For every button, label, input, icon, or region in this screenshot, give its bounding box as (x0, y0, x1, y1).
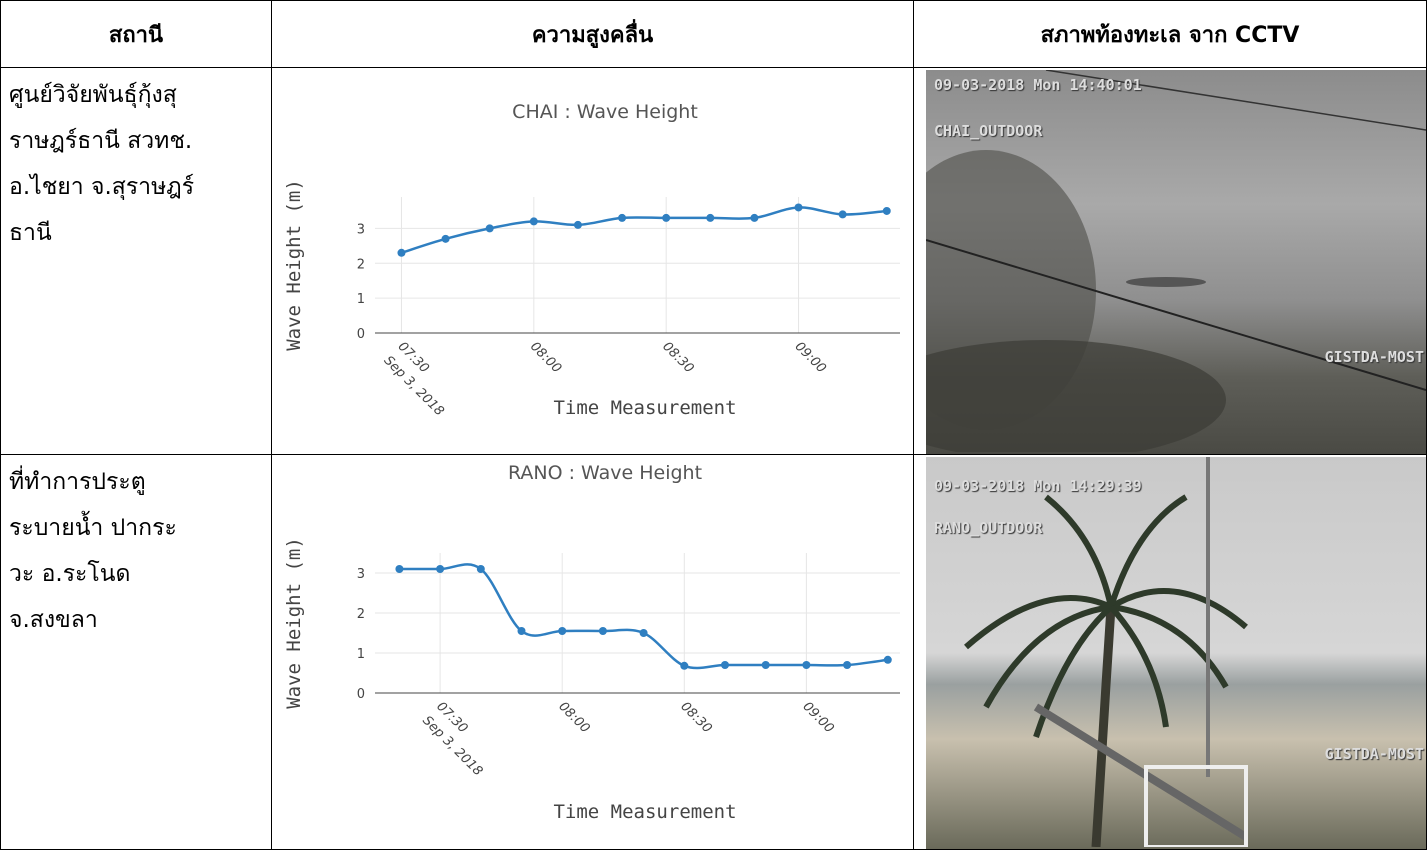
y-tick-label: 0 (357, 687, 365, 702)
data-point (395, 565, 403, 573)
data-point (486, 224, 494, 232)
station-line: อ.ไชยา จ.สุราษฎร์ (9, 164, 271, 210)
y-axis-label: Wave Height (m) (283, 537, 305, 709)
station-cell: ศูนย์วิจัยพันธุ์กุ้งสุราษฎร์ธานี สวทช.อ.… (1, 68, 272, 455)
data-point (802, 661, 810, 669)
chart-title: CHAI : Wave Height (512, 101, 698, 123)
data-point (618, 214, 626, 222)
station-line: ที่ทำการประตู (9, 459, 271, 505)
y-tick-label: 3 (357, 567, 365, 582)
data-point (839, 210, 847, 218)
data-point (442, 235, 450, 243)
header-cell: สภาพท้องทะเล จาก CCTV (914, 1, 1427, 68)
header-row: สถานี ความสูงคลื่น สภาพท้องทะเล จาก CCTV (1, 1, 1427, 68)
y-tick-label: 1 (357, 292, 365, 307)
y-tick-label: 2 (357, 257, 365, 272)
cctv-image: 09-03-2018 Mon 14:40:01 CHAI_OUTDOOR GIS… (926, 70, 1426, 454)
x-axis-label: Time Measurement (553, 397, 736, 419)
x-axis-label: Time Measurement (553, 801, 736, 823)
data-point (397, 249, 405, 257)
data-point (477, 565, 485, 573)
y-tick-label: 1 (357, 647, 365, 662)
data-point (680, 662, 688, 670)
data-point (843, 661, 851, 669)
cctv-cell: 09-03-2018 Mon 14:40:01 CHAI_OUTDOOR GIS… (914, 68, 1427, 455)
y-axis-label: Wave Height (m) (283, 179, 305, 351)
y-tick-label: 2 (357, 607, 365, 622)
data-point (599, 627, 607, 635)
data-point (558, 627, 566, 635)
cctv-timestamp: 09-03-2018 Mon 14:29:39 (934, 477, 1142, 495)
x-tick-label: 08:30 (659, 339, 696, 376)
data-point (530, 217, 538, 225)
cctv-camera: RANO_OUTDOOR (934, 519, 1042, 537)
data-point (706, 214, 714, 222)
station-line: วะ อ.ระโนด (9, 551, 271, 597)
station-table: สถานี ความสูงคลื่น สภาพท้องทะเล จาก CCTV… (0, 0, 1427, 850)
data-point (762, 661, 770, 669)
data-point (436, 565, 444, 573)
station-line: ราษฎร์ธานี สวทช. (9, 118, 271, 164)
data-point (640, 629, 648, 637)
data-point (518, 627, 526, 635)
data-point (721, 661, 729, 669)
x-tick-label: 09:00 (800, 699, 837, 736)
cctv-watermark: GISTDA-MOST (1325, 348, 1424, 366)
data-point (795, 203, 803, 211)
cctv-cell: 09-03-2018 Mon 14:29:39 RANO_OUTDOOR GIS… (914, 455, 1427, 850)
station-name: ศูนย์วิจัยพันธุ์กุ้งสุราษฎร์ธานี สวทช.อ.… (1, 68, 271, 256)
station-line: ศูนย์วิจัยพันธุ์กุ้งสุ (9, 72, 271, 118)
station-line: ระบายน้ำ ปากระ (9, 505, 271, 551)
station-line: จ.สงขลา (9, 597, 271, 643)
series-line (399, 564, 887, 668)
data-point (884, 656, 892, 664)
header-cell: สถานี (1, 1, 272, 68)
station-cell: ที่ทำการประตูระบายน้ำ ปากระวะ อ.ระโนดจ.ส… (1, 455, 272, 850)
cctv-scene (926, 457, 1426, 847)
station-row: ที่ทำการประตูระบายน้ำ ปากระวะ อ.ระโนดจ.ส… (1, 455, 1427, 850)
data-point (662, 214, 670, 222)
chart-title: RANO : Wave Height (508, 462, 702, 484)
cctv-image: 09-03-2018 Mon 14:29:39 RANO_OUTDOOR GIS… (926, 457, 1426, 849)
x-tick-label: 08:00 (555, 699, 592, 736)
data-point (574, 221, 582, 229)
series-line (401, 207, 886, 252)
cctv-watermark: GISTDA-MOST (1325, 745, 1424, 763)
header-cell: ความสูงคลื่น (272, 1, 914, 68)
y-tick-label: 3 (357, 222, 365, 237)
station-line: ธานี (9, 210, 271, 256)
y-tick-label: 0 (357, 327, 365, 342)
x-tick-label: 09:00 (792, 339, 829, 376)
station-row: ศูนย์วิจัยพันธุ์กุ้งสุราษฎร์ธานี สวทช.อ.… (1, 68, 1427, 455)
station-name: ที่ทำการประตูระบายน้ำ ปากระวะ อ.ระโนดจ.ส… (1, 455, 271, 643)
data-point (750, 214, 758, 222)
cctv-camera: CHAI_OUTDOOR (934, 122, 1042, 140)
x-tick-label: 08:30 (677, 699, 714, 736)
cctv-timestamp: 09-03-2018 Mon 14:40:01 (934, 76, 1142, 94)
data-point (883, 207, 891, 215)
x-tick-label: 08:00 (527, 339, 564, 376)
